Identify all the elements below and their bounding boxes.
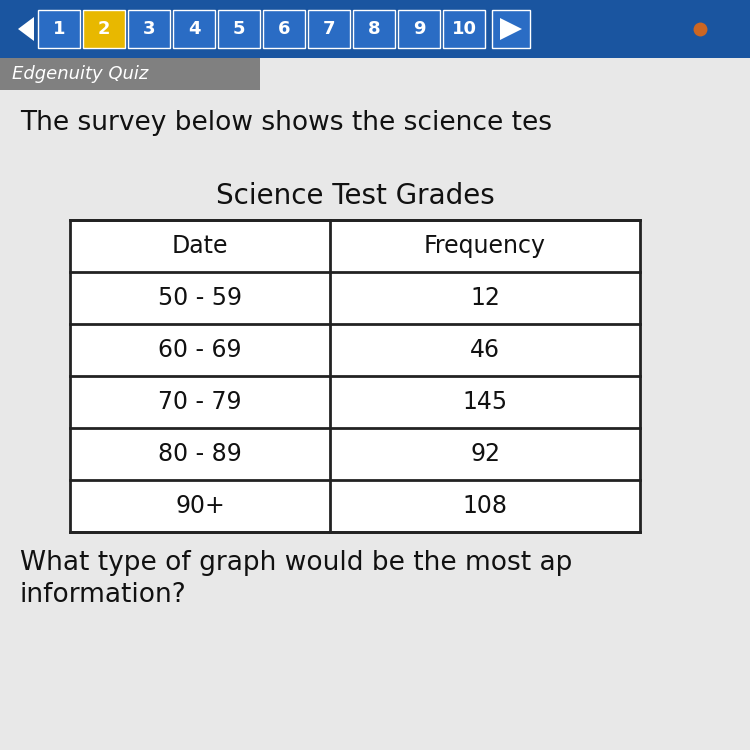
FancyBboxPatch shape <box>70 220 640 532</box>
FancyBboxPatch shape <box>443 10 485 48</box>
Text: Frequency: Frequency <box>424 234 546 258</box>
Text: 8: 8 <box>368 20 380 38</box>
Text: information?: information? <box>20 582 187 608</box>
Text: 6: 6 <box>278 20 290 38</box>
Text: Science Test Grades: Science Test Grades <box>216 182 494 210</box>
Text: What type of graph would be the most ap: What type of graph would be the most ap <box>20 550 572 576</box>
Text: 92: 92 <box>470 442 500 466</box>
Text: 60 - 69: 60 - 69 <box>158 338 242 362</box>
Text: 90+: 90+ <box>175 494 225 518</box>
Text: 7: 7 <box>322 20 335 38</box>
FancyBboxPatch shape <box>398 10 440 48</box>
FancyBboxPatch shape <box>38 10 80 48</box>
Text: 50 - 59: 50 - 59 <box>158 286 242 310</box>
Text: 10: 10 <box>452 20 476 38</box>
Text: 1: 1 <box>53 20 65 38</box>
FancyBboxPatch shape <box>492 10 530 48</box>
FancyBboxPatch shape <box>0 0 750 58</box>
Text: 70 - 79: 70 - 79 <box>158 390 242 414</box>
Text: 4: 4 <box>188 20 200 38</box>
FancyBboxPatch shape <box>308 10 350 48</box>
Text: 2: 2 <box>98 20 110 38</box>
Text: 108: 108 <box>463 494 508 518</box>
FancyBboxPatch shape <box>218 10 260 48</box>
Text: The survey below shows the science tes: The survey below shows the science tes <box>20 110 552 136</box>
Text: 46: 46 <box>470 338 500 362</box>
FancyBboxPatch shape <box>263 10 305 48</box>
FancyBboxPatch shape <box>353 10 395 48</box>
Text: 12: 12 <box>470 286 500 310</box>
FancyBboxPatch shape <box>0 52 750 750</box>
Text: 80 - 89: 80 - 89 <box>158 442 242 466</box>
Text: Date: Date <box>172 234 228 258</box>
Text: 5: 5 <box>232 20 245 38</box>
Polygon shape <box>18 17 34 41</box>
Text: 9: 9 <box>413 20 425 38</box>
FancyBboxPatch shape <box>0 58 260 90</box>
Text: Edgenuity Quiz: Edgenuity Quiz <box>12 65 148 83</box>
Text: 145: 145 <box>463 390 508 414</box>
FancyBboxPatch shape <box>173 10 215 48</box>
FancyBboxPatch shape <box>128 10 170 48</box>
FancyBboxPatch shape <box>83 10 125 48</box>
Polygon shape <box>500 18 522 40</box>
Text: 3: 3 <box>142 20 155 38</box>
